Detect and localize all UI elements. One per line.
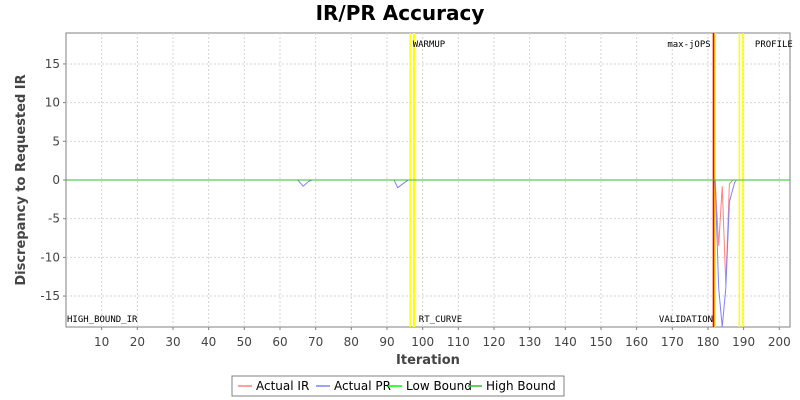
x-tick-label: 80 <box>344 335 359 349</box>
x-tick-label: 140 <box>554 335 577 349</box>
x-tick-label: 190 <box>732 335 755 349</box>
marker-label: VALIDATION <box>659 315 713 325</box>
legend: Actual IR Actual PR Low Bound High Bound <box>238 379 556 393</box>
y-tick-label: 5 <box>52 134 60 148</box>
y-tick-label: 0 <box>52 173 60 187</box>
series-lines <box>66 179 790 328</box>
y-tick-label: -15 <box>40 289 60 303</box>
y-ticks: -15 -10 -5 0 5 10 15 <box>40 57 66 303</box>
marker-label: HIGH_BOUND_IR <box>67 315 138 325</box>
chart-title: IR/PR Accuracy <box>316 1 485 25</box>
x-tick-label: 60 <box>272 335 287 349</box>
x-tick-label: 200 <box>768 335 791 349</box>
x-tick-label: 160 <box>625 335 648 349</box>
x-axis-label: Iteration <box>396 353 460 368</box>
x-tick-label: 90 <box>379 335 394 349</box>
y-tick-label: -10 <box>40 250 60 264</box>
x-tick-label: 40 <box>201 335 216 349</box>
y-axis-label: Discrepancy to Requested IR <box>14 74 29 285</box>
x-tick-label: 120 <box>483 335 506 349</box>
y-tick-label: 10 <box>45 96 60 110</box>
x-tick-label: 180 <box>697 335 720 349</box>
x-tick-label: 130 <box>518 335 541 349</box>
grid <box>66 33 790 327</box>
marker-label: WARMUP <box>413 40 446 50</box>
x-tick-label: 10 <box>94 335 109 349</box>
marker-label: RT_CURVE <box>419 315 462 325</box>
y-tick-label: -5 <box>48 212 60 226</box>
legend-label: High Bound <box>486 379 556 393</box>
x-tick-label: 30 <box>165 335 180 349</box>
x-tick-label: 110 <box>447 335 470 349</box>
marker-labels: WARMUP RT_CURVE max-jOPS VALIDATION PROFILE H… <box>67 40 793 325</box>
legend-label: Low Bound <box>406 379 472 393</box>
x-tick-label: 20 <box>130 335 145 349</box>
marker-label: max-jOPS <box>667 40 710 50</box>
x-tick-label: 50 <box>237 335 252 349</box>
x-tick-label: 70 <box>308 335 323 349</box>
y-tick-label: 15 <box>45 57 60 71</box>
x-tick-label: 150 <box>590 335 613 349</box>
legend-label: Actual PR <box>334 379 391 393</box>
x-tick-label: 170 <box>661 335 684 349</box>
marker-label: PROFILE <box>755 40 793 50</box>
legend-label: Actual IR <box>256 379 309 393</box>
x-ticks: 10 20 30 40 50 60 70 80 90 100 110 120 130 140 150 160 1… <box>94 327 791 349</box>
x-tick-label: 100 <box>411 335 434 349</box>
